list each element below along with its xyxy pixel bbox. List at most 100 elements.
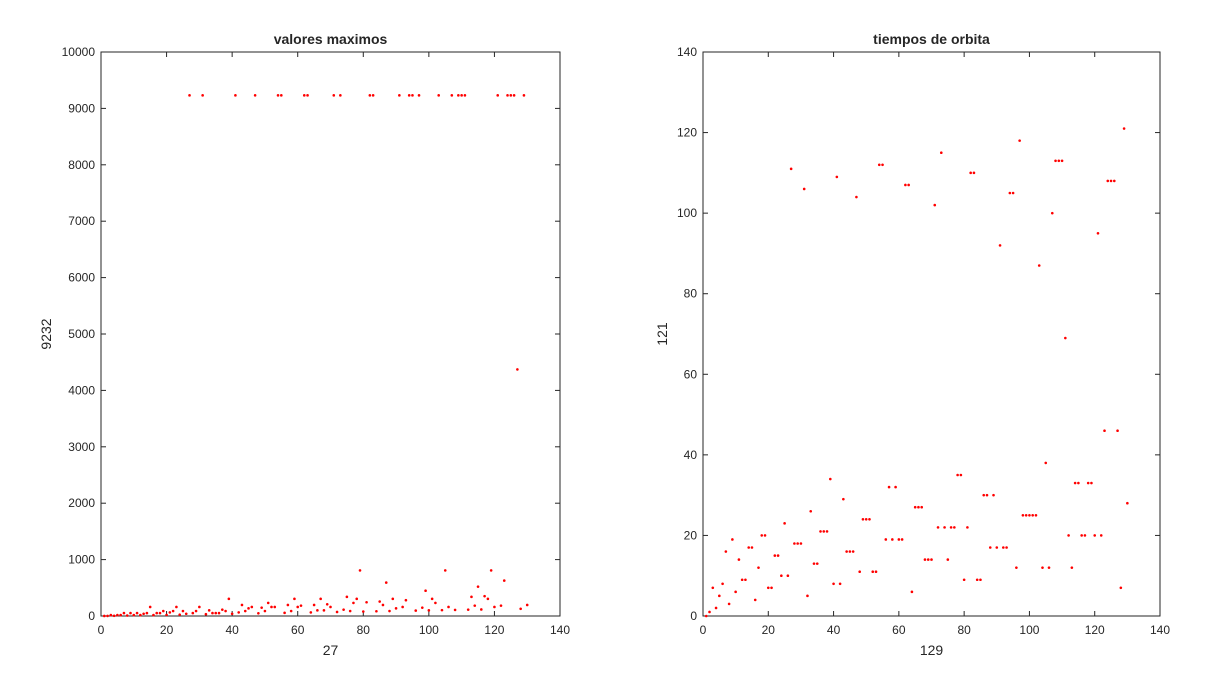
data-point bbox=[979, 578, 982, 582]
data-point bbox=[129, 611, 132, 615]
data-point bbox=[864, 518, 868, 521]
data-point bbox=[237, 611, 240, 614]
data-point bbox=[995, 546, 999, 549]
data-point bbox=[1057, 159, 1061, 163]
data-point bbox=[780, 574, 783, 578]
x-tick-label: 0 bbox=[98, 623, 105, 637]
y-tick-label: 120 bbox=[677, 126, 697, 140]
data-point bbox=[877, 163, 881, 167]
data-point bbox=[1060, 159, 1064, 163]
data-point bbox=[361, 610, 365, 613]
data-point bbox=[161, 609, 165, 613]
data-point bbox=[443, 569, 447, 572]
data-point bbox=[384, 581, 388, 584]
y-axis-label: 9232 bbox=[38, 318, 54, 349]
x-tick-label: 40 bbox=[827, 623, 841, 637]
data-point bbox=[139, 613, 142, 617]
data-point bbox=[776, 554, 780, 557]
data-point bbox=[178, 613, 181, 616]
plot-area-frame bbox=[702, 51, 1161, 617]
data-point bbox=[1083, 534, 1087, 537]
data-point bbox=[1064, 336, 1067, 340]
data-point bbox=[962, 578, 966, 582]
data-point bbox=[884, 538, 888, 541]
data-point bbox=[992, 493, 995, 497]
data-point bbox=[917, 505, 920, 509]
data-point bbox=[486, 597, 490, 601]
data-point bbox=[286, 603, 290, 607]
x-tick-label: 120 bbox=[1085, 623, 1105, 637]
data-point bbox=[1077, 481, 1080, 485]
data-point bbox=[1054, 159, 1057, 163]
data-point bbox=[1024, 513, 1028, 517]
data-point bbox=[165, 613, 168, 617]
data-point bbox=[737, 558, 741, 561]
y-tick-label: 60 bbox=[684, 367, 698, 381]
data-point bbox=[125, 614, 129, 617]
data-point bbox=[348, 609, 352, 613]
data-point bbox=[966, 526, 969, 529]
data-point bbox=[207, 609, 211, 612]
data-point bbox=[933, 203, 937, 207]
data-point bbox=[1113, 179, 1116, 183]
data-point bbox=[936, 526, 940, 529]
data-point bbox=[1031, 513, 1034, 517]
data-point bbox=[502, 579, 506, 582]
data-point bbox=[217, 611, 221, 615]
data-point bbox=[1021, 513, 1025, 517]
data-point bbox=[943, 526, 946, 529]
data-point bbox=[414, 609, 418, 612]
data-point bbox=[322, 609, 326, 612]
axes-valores-maximos[interactable]: valores maximos 27 9232 0 20 40 60 80 100 120 1… bbox=[38, 31, 570, 658]
data-point bbox=[175, 605, 178, 609]
data-point bbox=[750, 546, 754, 549]
data-point bbox=[388, 609, 391, 613]
x-tick-label: 0 bbox=[700, 623, 707, 637]
data-point bbox=[283, 611, 286, 615]
data-point bbox=[355, 597, 359, 601]
data-point bbox=[953, 526, 956, 529]
data-point bbox=[116, 613, 119, 617]
data-point bbox=[753, 598, 757, 602]
x-tick-label: 60 bbox=[892, 623, 906, 637]
data-point bbox=[1028, 513, 1031, 517]
data-point bbox=[168, 611, 172, 614]
data-point bbox=[910, 590, 914, 594]
x-tick-label: 80 bbox=[957, 623, 971, 637]
y-tick-label: 10000 bbox=[62, 45, 96, 59]
data-point bbox=[270, 605, 273, 609]
y-tick-label: 4000 bbox=[68, 383, 95, 397]
data-point bbox=[894, 485, 897, 489]
data-point bbox=[1008, 191, 1012, 195]
data-point bbox=[868, 518, 871, 521]
data-point bbox=[247, 607, 250, 610]
x-tick-label: 80 bbox=[357, 623, 371, 637]
y-tick-label: 140 bbox=[677, 45, 697, 59]
data-point bbox=[525, 603, 529, 607]
data-point bbox=[766, 586, 770, 590]
data-point bbox=[1018, 139, 1021, 142]
y-tick-label: 1000 bbox=[68, 553, 95, 567]
data-point bbox=[476, 585, 480, 588]
data-point bbox=[1103, 429, 1106, 432]
data-point bbox=[332, 94, 336, 97]
data-point bbox=[289, 609, 293, 613]
data-point bbox=[306, 94, 309, 97]
data-point bbox=[522, 94, 526, 97]
data-point bbox=[378, 600, 381, 603]
data-point bbox=[463, 94, 467, 97]
data-point bbox=[211, 611, 214, 615]
data-point bbox=[512, 94, 516, 97]
data-point bbox=[450, 94, 454, 97]
data-point bbox=[224, 609, 227, 613]
data-point bbox=[998, 244, 1002, 247]
axes-tiempos-de-orbita[interactable]: tiempos de orbita 129 121 0 20 40 60 80 100 12… bbox=[654, 31, 1170, 658]
y-tick-label: 20 bbox=[684, 528, 698, 542]
y-tick-label: 0 bbox=[690, 609, 697, 623]
x-tick-label: 40 bbox=[225, 623, 239, 637]
data-point bbox=[907, 183, 910, 187]
data-point bbox=[102, 614, 106, 618]
data-point bbox=[181, 609, 185, 613]
data-point bbox=[466, 608, 470, 611]
data-point bbox=[793, 542, 796, 545]
